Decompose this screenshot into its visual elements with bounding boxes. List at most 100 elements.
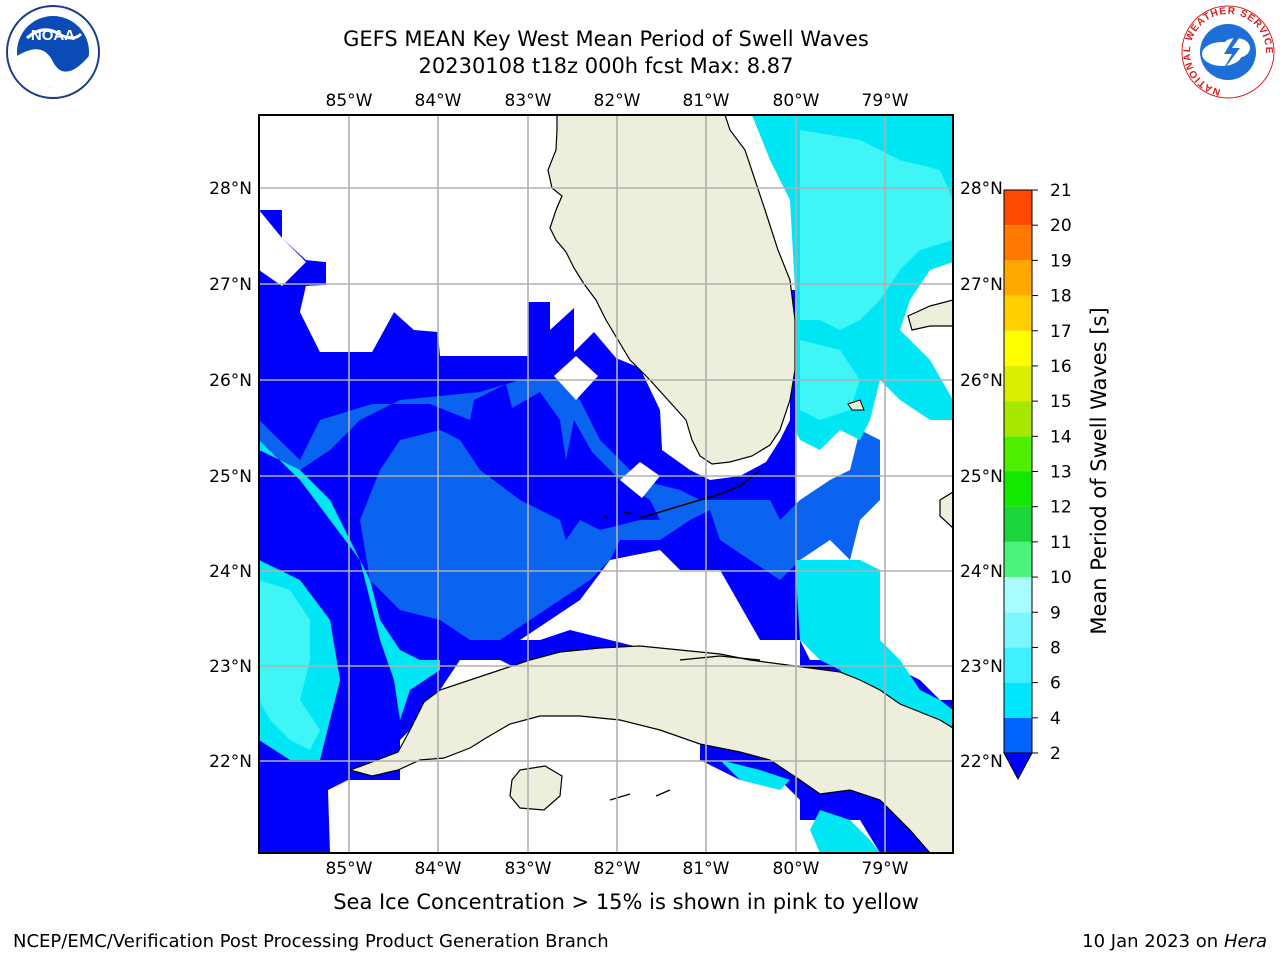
colorbar-band: [1004, 717, 1032, 753]
colorbar-tick-label: 15: [1050, 392, 1072, 412]
colorbar-tick-label: 8: [1050, 638, 1061, 658]
water-gap: [328, 780, 360, 853]
colorbar-tick-label: 9: [1050, 603, 1061, 623]
lat-label-right: 26°N: [960, 371, 1003, 391]
colorbar-band: [1004, 225, 1032, 261]
colorbar-band: [1004, 330, 1032, 366]
colorbar-band: [1004, 541, 1032, 578]
lon-label-bottom: 79°W: [862, 859, 909, 879]
land-isla-juventud: [509, 765, 563, 811]
lat-label-right: 23°N: [960, 657, 1003, 677]
lon-label-top: 83°W: [505, 91, 552, 111]
colorbar-band: [1004, 401, 1032, 437]
lat-label-left: 26°N: [209, 371, 252, 391]
map-title: GEFS MEAN Key West Mean Period of Swell …: [343, 27, 869, 51]
footer-date: 10 Jan 2023 on Hera: [1082, 931, 1267, 952]
land-cuba: [348, 645, 953, 853]
colorbar-tick-label: 21: [1050, 181, 1072, 201]
colorbar-tick-label: 18: [1050, 287, 1072, 307]
map-plot-area: [259, 115, 953, 853]
lat-label-right: 22°N: [960, 752, 1003, 772]
lon-label-bottom: 83°W: [505, 859, 552, 879]
lat-label-right: 28°N: [960, 179, 1003, 199]
colorbar-band: [1004, 190, 1032, 226]
colorbar-band: [1004, 260, 1032, 296]
lon-label-top: 80°W: [773, 91, 820, 111]
colorbar-tick-label: 20: [1050, 216, 1072, 236]
lon-label-bottom: 85°W: [326, 859, 373, 879]
colorbar-label: Mean Period of Swell Waves [s]: [1087, 307, 1111, 634]
lat-label-left: 24°N: [209, 562, 252, 582]
colorbar: 2 4 6 8 9 10 11 12 13 14 15 16 17 18 19 20 21: [1003, 181, 1072, 781]
lon-label-top: 85°W: [326, 91, 373, 111]
colorbar-tick-label: 12: [1050, 498, 1072, 518]
sea-ice-caption: Sea Ice Concentration > 15% is shown in …: [333, 890, 919, 914]
water-gap: [554, 356, 598, 400]
graticule: [259, 115, 953, 853]
lat-label-left: 28°N: [209, 179, 252, 199]
water-gap: [440, 760, 500, 853]
florida-keys: [603, 469, 761, 519]
swell-region-cyan-east-south: [720, 560, 953, 853]
colorbar-tick-label: 2: [1050, 744, 1061, 764]
noaa-logo: NOAA: [6, 5, 100, 99]
lat-labels-right: 28°N 27°N 26°N 25°N 24°N 23°N 22°N: [960, 179, 1003, 772]
colorbar-tick-label: 16: [1050, 357, 1072, 377]
footer-host: Hera: [1223, 931, 1267, 952]
lat-label-right: 25°N: [960, 467, 1003, 487]
colorbar-band: [1004, 612, 1032, 648]
map-subtitle: 20230108 t18z 000h fcst Max: 8.87: [418, 54, 794, 78]
water-gap: [259, 115, 528, 352]
land-bahamas: [847, 399, 865, 411]
nws-logo: NATIONAL WEATHER SERVICE: [1181, 5, 1275, 99]
land-bahamas: [907, 299, 953, 331]
colorbar-tick-label: 4: [1050, 709, 1061, 729]
colorbar-band: [1004, 506, 1032, 542]
lon-label-top: 81°W: [683, 91, 730, 111]
lat-labels-left: 28°N 27°N 26°N 25°N 24°N 23°N 22°N: [209, 179, 252, 772]
land-bahamas: [939, 491, 953, 529]
lat-label-right: 27°N: [960, 275, 1003, 295]
colorbar-band: [1004, 436, 1032, 472]
lon-label-top: 82°W: [594, 91, 641, 111]
colorbar-band: [1004, 365, 1032, 402]
colorbar-band: [1004, 577, 1032, 613]
water-gap: [380, 810, 420, 853]
lat-label-left: 22°N: [209, 752, 252, 772]
lon-label-bottom: 84°W: [415, 859, 462, 879]
colorbar-tick-label: 6: [1050, 674, 1061, 694]
colorbar-underflow: [1003, 752, 1033, 781]
water-gap: [880, 430, 953, 560]
colorbar-tick-label: 19: [1050, 251, 1072, 271]
lon-label-top: 84°W: [415, 91, 462, 111]
colorbar-tick-label: 17: [1050, 322, 1072, 342]
lon-label-bottom: 81°W: [683, 859, 730, 879]
colorbar-band: [1004, 295, 1032, 331]
swell-region-light-east: [800, 130, 953, 420]
lon-label-bottom: 80°W: [773, 859, 820, 879]
swell-region-mid: [259, 380, 880, 640]
lon-labels-bottom: 85°W 84°W 83°W 82°W 81°W 80°W 79°W: [326, 859, 909, 879]
lon-labels-top: 85°W 84°W 83°W 82°W 81°W 80°W 79°W: [326, 91, 909, 111]
water-gap: [520, 550, 800, 680]
swell-region-light-west: [259, 580, 320, 750]
noaa-logo-text: NOAA: [31, 27, 75, 44]
colorbar-band: [1004, 647, 1032, 683]
water-gap: [259, 210, 306, 286]
lat-label-left: 23°N: [209, 657, 252, 677]
land: [348, 115, 953, 853]
lon-label-top: 79°W: [862, 91, 909, 111]
colorbar-band: [1004, 682, 1032, 718]
colorbar-tick-label: 13: [1050, 463, 1072, 483]
colorbar-tick-label: 10: [1050, 568, 1072, 588]
footer-date-text: 10 Jan 2023 on: [1082, 931, 1224, 952]
map-frame: [258, 114, 954, 854]
lat-label-right: 24°N: [960, 562, 1003, 582]
lon-label-bottom: 82°W: [594, 859, 641, 879]
water-gap: [620, 462, 660, 498]
colorbar-tick-label: 14: [1050, 427, 1072, 447]
footer-branch: NCEP/EMC/Verification Post Processing Pr…: [13, 931, 609, 952]
colorbar-tick-label: 11: [1050, 533, 1072, 553]
colorbar-band: [1004, 471, 1032, 507]
